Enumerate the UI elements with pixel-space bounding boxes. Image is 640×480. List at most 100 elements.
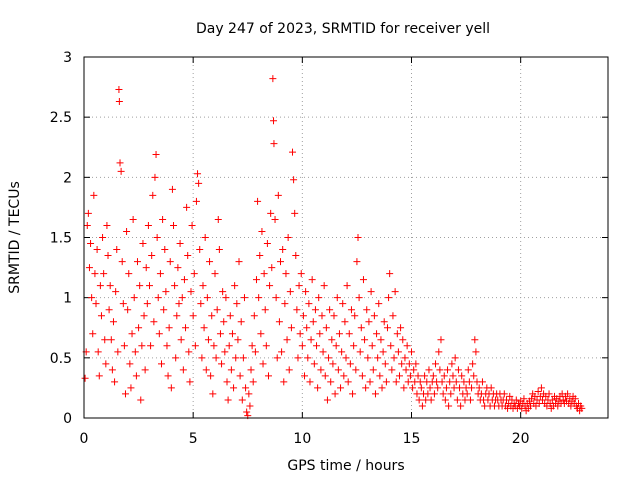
data-point	[264, 372, 272, 380]
data-point	[91, 270, 99, 278]
data-point	[214, 215, 222, 223]
data-point	[180, 276, 188, 284]
data-point	[115, 98, 123, 106]
data-point	[190, 270, 198, 278]
data-point	[213, 306, 221, 314]
data-point	[130, 294, 138, 302]
data-point	[413, 390, 421, 398]
data-point	[285, 366, 293, 374]
data-point	[139, 240, 147, 248]
y-axis-label: SRMTID / TECUs	[7, 181, 23, 294]
data-point	[108, 366, 116, 374]
x-tick-labels: 0 5 10 15 20	[80, 431, 530, 447]
data-point	[418, 402, 426, 410]
data-point	[159, 215, 167, 223]
data-point	[434, 384, 442, 392]
data-point	[306, 378, 314, 386]
plot-frame	[83, 56, 609, 419]
data-point	[410, 366, 418, 374]
x-axis-label: GPS time / hours	[287, 458, 404, 474]
data-point	[165, 324, 173, 332]
data-point	[383, 324, 391, 332]
data-point	[238, 396, 246, 404]
data-point	[441, 396, 449, 404]
data-point	[308, 276, 316, 284]
data-point	[218, 360, 226, 368]
data-point	[353, 258, 361, 266]
data-point	[392, 378, 400, 386]
data-point	[425, 366, 433, 374]
data-point	[162, 288, 170, 296]
data-point	[215, 246, 223, 254]
data-point	[334, 366, 342, 374]
data-point	[135, 324, 143, 332]
data-point	[366, 378, 374, 386]
data-point	[120, 342, 128, 350]
data-point	[191, 342, 199, 350]
data-point	[196, 246, 204, 254]
data-point	[571, 395, 579, 403]
data-point	[194, 170, 202, 178]
data-point	[188, 221, 196, 229]
x-tick-label: 0	[80, 431, 89, 447]
data-point	[344, 378, 352, 386]
data-point	[341, 318, 349, 326]
data-point	[375, 300, 383, 308]
data-point	[412, 360, 420, 368]
data-point	[121, 390, 129, 398]
data-point	[464, 366, 472, 374]
x-tick-label: 10	[293, 431, 311, 447]
data-point	[415, 396, 423, 404]
data-point	[298, 342, 306, 350]
data-point	[164, 372, 172, 380]
data-point	[380, 318, 388, 326]
data-point	[247, 366, 255, 374]
data-point	[224, 396, 232, 404]
data-point	[152, 150, 160, 158]
data-point	[406, 372, 414, 380]
data-point	[432, 360, 440, 368]
data-point	[254, 197, 262, 205]
data-point	[377, 336, 385, 344]
data-point	[83, 221, 91, 229]
data-point	[268, 264, 276, 272]
data-point	[263, 240, 271, 248]
data-point	[320, 282, 328, 290]
y-tick-label: 2	[63, 170, 72, 186]
data-point	[325, 354, 333, 362]
data-point	[84, 209, 92, 217]
data-point	[255, 294, 263, 302]
y-tick-labels: 0 0.5 1 1.5 2 2.5 3	[50, 50, 72, 427]
x-tick-label: 20	[512, 431, 530, 447]
data-point	[409, 384, 417, 392]
data-point	[290, 176, 298, 184]
data-point	[470, 372, 478, 380]
data-point	[198, 354, 206, 362]
data-point	[393, 330, 401, 338]
data-point	[166, 258, 174, 266]
data-point	[349, 390, 357, 398]
data-point	[371, 390, 379, 398]
data-point	[125, 270, 133, 278]
data-point	[225, 342, 233, 350]
data-point	[347, 306, 355, 314]
data-point	[359, 276, 367, 284]
data-points	[81, 75, 586, 420]
y-tick-label: 1	[63, 291, 72, 307]
data-point	[390, 354, 398, 362]
data-point	[282, 270, 290, 278]
data-point	[234, 336, 242, 344]
data-point	[437, 336, 445, 344]
data-point	[436, 366, 444, 374]
data-point	[367, 288, 375, 296]
data-point	[304, 354, 312, 362]
data-point	[163, 342, 171, 350]
data-point	[89, 330, 97, 338]
data-point	[220, 318, 228, 326]
data-point	[156, 270, 164, 278]
data-point	[131, 348, 139, 356]
data-point	[319, 348, 327, 356]
data-point	[149, 191, 157, 199]
data-point	[369, 366, 377, 374]
data-point	[133, 258, 141, 266]
